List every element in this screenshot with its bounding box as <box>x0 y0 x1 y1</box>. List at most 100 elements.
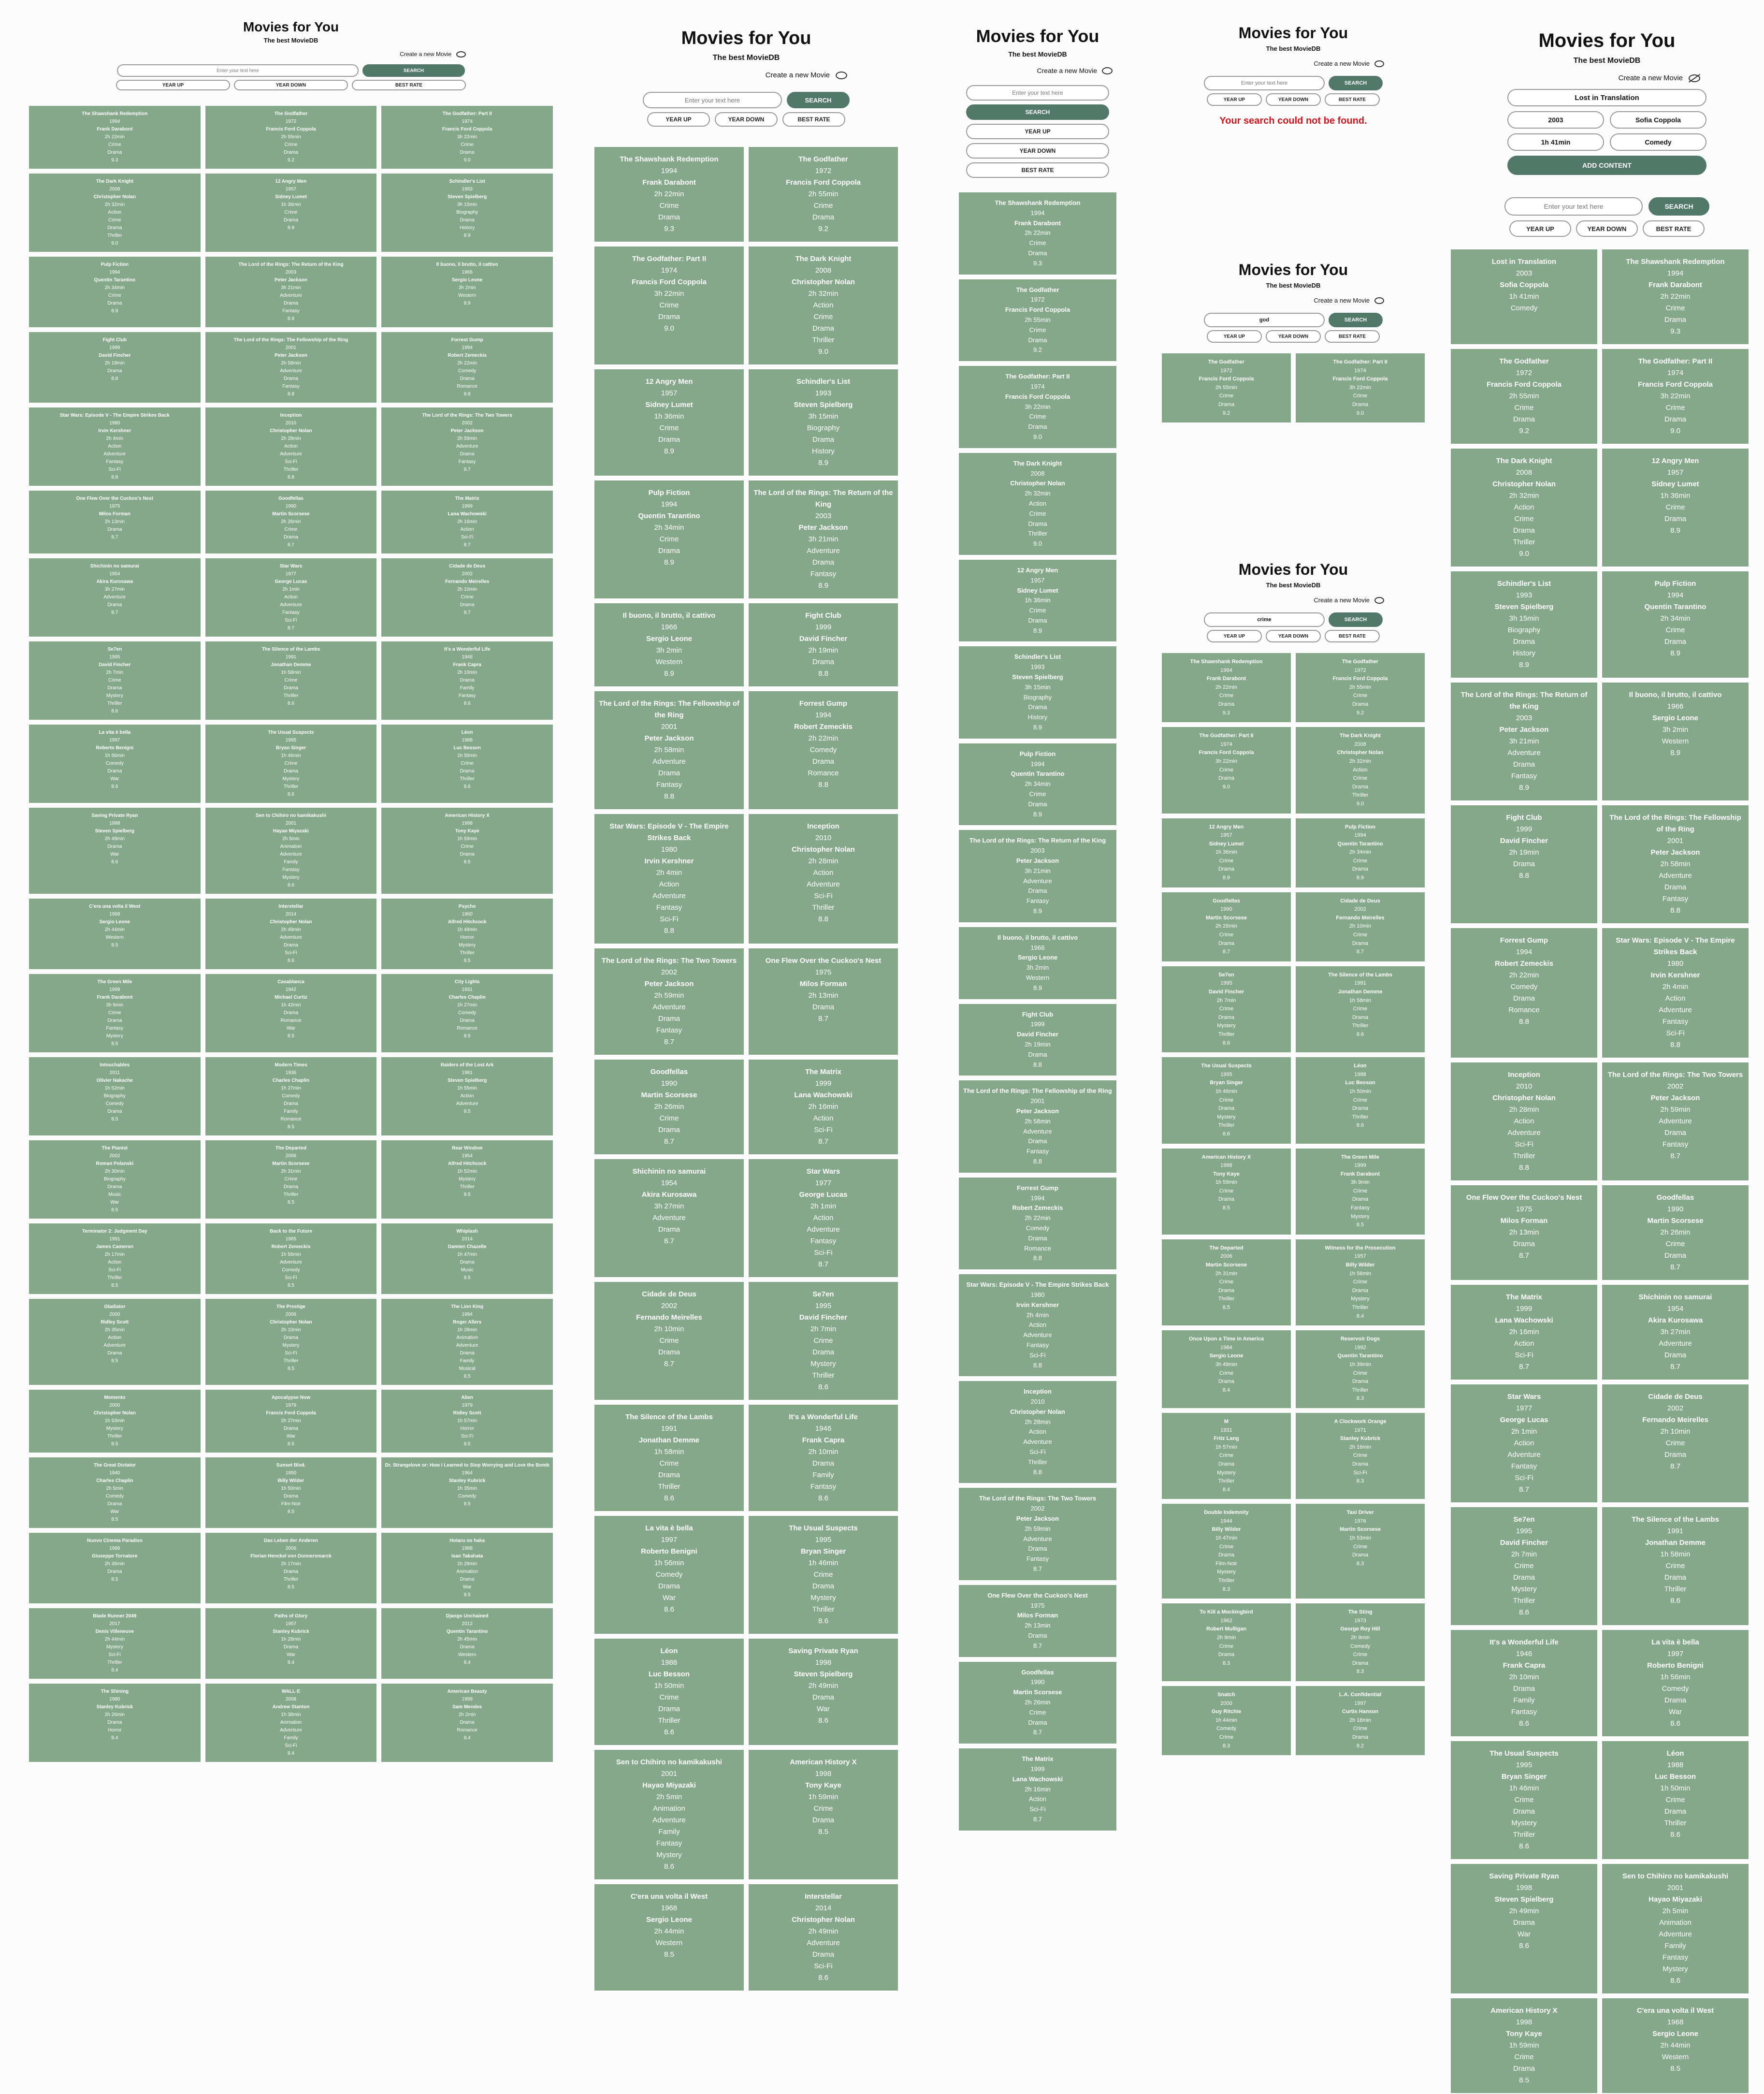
movie-card[interactable]: The Lord of the Rings: The Return of the… <box>958 829 1117 923</box>
movie-card[interactable]: Star Wars 1977 George Lucas 2h 1min Action Ad… <box>1450 1383 1598 1503</box>
movie-card[interactable]: Forrest Gump 1994 Robert Zemeckis 2h 22min C… <box>748 690 899 810</box>
best-rate-button[interactable]: BEST RATE <box>1325 330 1380 343</box>
movie-card[interactable]: The Shawshank Redemption 1994 Frank Darabo… <box>958 191 1117 276</box>
movie-card[interactable]: Fight Club 1999 David Fincher 2h 19min Drama… <box>958 1003 1117 1077</box>
movie-card[interactable]: Saving Private Ryan 1998 Steven Spielberg 2… <box>748 1638 899 1746</box>
movie-card[interactable]: The Shawshank Redemption 1994 Frank Darabo… <box>1161 652 1292 724</box>
movie-card[interactable]: La vita è bella 1997 Roberto Benigni 1h 56m… <box>593 1515 745 1635</box>
movie-card[interactable]: Paths of Glory 1957 Stanley Kubrick 1h 28mi… <box>204 1607 378 1680</box>
movie-card[interactable]: Se7en 1995 David Fincher 2h 7min Crime Drama M… <box>28 640 202 721</box>
movie-card[interactable]: The Lion King 1994 Roger Allers 1h 28min Ani… <box>380 1298 554 1386</box>
movie-card[interactable]: The Godfather: Part II 1974 Francis Ford C… <box>380 105 554 170</box>
movie-card[interactable]: Gladiator 2000 Ridley Scott 2h 35min Action A… <box>28 1298 202 1386</box>
movie-card[interactable]: Shichinin no samurai 1954 Akira Kurosawa 3h… <box>28 557 202 638</box>
movie-card[interactable]: The Matrix 1999 Lana Wachowski 2h 16min Acti… <box>958 1747 1117 1832</box>
movie-card[interactable]: Intouchables 2011 Olivier Nakache 1h 52min B… <box>28 1056 202 1136</box>
movie-card[interactable]: 12 Angry Men 1957 Sidney Lumet 1h 36min Crim… <box>1601 448 1750 567</box>
movie-card[interactable]: American History X 1998 Tony Kaye 1h 59min C… <box>1161 1147 1292 1236</box>
movie-card[interactable]: Goodfellas 1990 Martin Scorsese 2h 26min Cri… <box>1161 891 1292 962</box>
movie-card[interactable]: Fight Club 1999 David Fincher 2h 19min Drama… <box>28 331 202 404</box>
movie-card[interactable]: Il buono, il brutto, il cattivo 1966 Sergi… <box>1601 682 1750 801</box>
search-button[interactable]: SEARCH <box>966 104 1109 120</box>
eye-off-icon[interactable] <box>1689 74 1700 82</box>
movie-card[interactable]: Cidade de Deus 2002 Fernando Meirelles 2h 1… <box>380 557 554 638</box>
movie-card[interactable]: Nuovo Cinema Paradiso 1988 Giuseppe Tornat… <box>28 1532 202 1604</box>
year-up-button[interactable]: YEAR UP <box>1207 630 1262 642</box>
movie-card[interactable]: Shichinin no samurai 1954 Akira Kurosawa 3h… <box>593 1158 745 1278</box>
movie-card[interactable]: The Lord of the Rings: The Return of the… <box>204 256 378 328</box>
movie-card[interactable]: Reservoir Dogs 1992 Quentin Tarantino 1h 39… <box>1295 1329 1426 1409</box>
movie-card[interactable]: The Silence of the Lambs 1991 Jonathan Dem… <box>204 640 378 721</box>
movie-card[interactable]: Inception 2010 Christopher Nolan 2h 28min Ac… <box>748 813 899 945</box>
director-field[interactable]: Sofia Coppola <box>1610 111 1706 129</box>
best-rate-button[interactable]: BEST RATE <box>782 112 845 127</box>
movie-card[interactable]: L.A. Confidential 1997 Curtis Hanson 2h 18m… <box>1295 1685 1426 1757</box>
movie-card[interactable]: Léon 1988 Luc Besson 1h 50min Crime Drama Thri… <box>1601 1740 1750 1860</box>
search-button[interactable]: SEARCH <box>1648 197 1709 216</box>
duration-field[interactable]: 1h 41min <box>1507 133 1604 151</box>
movie-card[interactable]: Memento 2000 Christopher Nolan 1h 53min Myst… <box>28 1389 202 1454</box>
search-button[interactable]: SEARCH <box>1329 612 1383 627</box>
movie-card[interactable]: Léon 1988 Luc Besson 1h 50min Crime Drama Thri… <box>593 1638 745 1746</box>
movie-card[interactable]: Se7en 1995 David Fincher 2h 7min Crime Drama M… <box>1161 965 1292 1054</box>
movie-card[interactable]: Fight Club 1999 David Fincher 2h 19min Drama… <box>1450 804 1598 924</box>
movie-card[interactable]: Cidade de Deus 2002 Fernando Meirelles 2h 1… <box>1601 1383 1750 1503</box>
movie-card[interactable]: American History X 1998 Tony Kaye 1h 59min C… <box>1450 1997 1598 2094</box>
movie-card[interactable]: WALL·E 2008 Andrew Stanton 1h 38min Animatio… <box>204 1683 378 1763</box>
movie-card[interactable]: The Godfather: Part II 1974 Francis Ford C… <box>1295 352 1426 424</box>
movie-card[interactable]: Taxi Driver 1976 Martin Scorsese 1h 53min Cr… <box>1295 1503 1426 1600</box>
movie-card[interactable]: Star Wars 1977 George Lucas 2h 1min Action Ad… <box>748 1158 899 1278</box>
movie-card[interactable]: The Silence of the Lambs 1991 Jonathan Dem… <box>1295 965 1426 1054</box>
movie-card[interactable]: Saving Private Ryan 1998 Steven Spielberg 2… <box>1450 1863 1598 1994</box>
movie-card[interactable]: Witness for the Prosecution 1957 Billy Wil… <box>1295 1238 1426 1327</box>
movie-card[interactable]: The Dark Knight 2008 Christopher Nolan 2h 3… <box>28 173 202 253</box>
movie-card[interactable]: Il buono, il brutto, il cattivo 1966 Sergi… <box>593 602 745 687</box>
movie-card[interactable]: A Clockwork Orange 1971 Stanley Kubrick 2h … <box>1295 1411 1426 1500</box>
movie-card[interactable]: Sunset Blvd. 1950 Billy Wilder 1h 50min Dram… <box>204 1456 378 1529</box>
movie-card[interactable]: Sen to Chihiro no kamikakushi 2001 Hayao M… <box>1601 1863 1750 1994</box>
eye-icon[interactable] <box>836 71 847 79</box>
movie-card[interactable]: The Shining 1980 Stanley Kubrick 2h 26min Dr… <box>28 1683 202 1763</box>
movie-card[interactable]: One Flew Over the Cuckoo's Nest 1975 Milos… <box>1450 1184 1598 1281</box>
movie-card[interactable]: The Lord of the Rings: The Two Towers 200… <box>380 407 554 487</box>
search-input[interactable]: Enter your text here <box>117 64 359 77</box>
movie-card[interactable]: The Lord of the Rings: The Two Towers 200… <box>593 947 745 1056</box>
movie-card[interactable]: The Godfather 1972 Francis Ford Coppola 2h … <box>958 278 1117 363</box>
year-down-button[interactable]: YEAR DOWN <box>715 112 778 127</box>
movie-card[interactable]: Cidade de Deus 2002 Fernando Meirelles 2h 1… <box>1295 891 1426 962</box>
movie-card[interactable]: Saving Private Ryan 1998 Steven Spielberg 2… <box>28 807 202 895</box>
movie-card[interactable]: Goodfellas 1990 Martin Scorsese 2h 26min Cri… <box>1601 1184 1750 1281</box>
movie-card[interactable]: The Lord of the Rings: The Return of the… <box>748 480 899 599</box>
movie-card[interactable]: Pulp Fiction 1994 Quentin Tarantino 2h 34mi… <box>1295 817 1426 888</box>
movie-card[interactable]: Inception 2010 Christopher Nolan 2h 28min Ac… <box>204 407 378 487</box>
movie-card[interactable]: Pulp Fiction 1994 Quentin Tarantino 2h 34mi… <box>1601 570 1750 679</box>
search-button[interactable]: SEARCH <box>787 92 850 108</box>
title-field[interactable]: Lost in Translation <box>1507 89 1706 106</box>
movie-card[interactable]: City Lights 1931 Charles Chaplin 1h 27min Co… <box>380 973 554 1053</box>
movie-card[interactable]: It's a Wonderful Life 1946 Frank Capra 2h 1… <box>380 640 554 721</box>
genre-field[interactable]: Comedy <box>1610 133 1706 151</box>
movie-card[interactable]: Alien 1979 Ridley Scott 1h 57min Horror Sci-F… <box>380 1389 554 1454</box>
movie-card[interactable]: It's a Wonderful Life 1946 Frank Capra 2h 1… <box>1450 1629 1598 1737</box>
year-down-button[interactable]: YEAR DOWN <box>966 143 1109 159</box>
movie-card[interactable]: Pulp Fiction 1994 Quentin Tarantino 2h 34mi… <box>958 742 1117 827</box>
search-input[interactable]: Enter your text here <box>643 92 782 108</box>
best-rate-button[interactable]: BEST RATE <box>1643 220 1705 237</box>
movie-card[interactable]: The Shawshank Redemption 1994 Frank Darabo… <box>593 146 745 243</box>
movie-card[interactable]: Lost in Translation 2003 Sofia Coppola 1h 4… <box>1450 248 1598 345</box>
movie-card[interactable]: Casablanca 1942 Michael Curtiz 1h 42min Dram… <box>204 973 378 1053</box>
movie-card[interactable]: Star Wars: Episode V - The Empire Strike… <box>28 407 202 487</box>
movie-card[interactable]: The Dark Knight 2008 Christopher Nolan 2h 3… <box>748 246 899 365</box>
movie-card[interactable]: The Usual Suspects 1995 Bryan Singer 1h 46m… <box>748 1515 899 1635</box>
movie-card[interactable]: Cidade de Deus 2002 Fernando Meirelles 2h 1… <box>593 1281 745 1401</box>
movie-card[interactable]: One Flew Over the Cuckoo's Nest 1975 Milos… <box>28 490 202 554</box>
movie-card[interactable]: Schindler's List 1993 Steven Spielberg 3h 1… <box>958 645 1117 740</box>
movie-card[interactable]: The Godfather: Part II 1974 Francis Ford C… <box>958 365 1117 449</box>
year-field[interactable]: 2003 <box>1507 111 1604 129</box>
movie-card[interactable]: Star Wars: Episode V - The Empire Strike… <box>958 1273 1117 1378</box>
movie-card[interactable]: Django Unchained 2012 Quentin Tarantino 2h … <box>380 1607 554 1680</box>
movie-card[interactable]: Terminator 2: Judgment Day 1991 James Came… <box>28 1222 202 1295</box>
movie-card[interactable]: The Departed 2006 Martin Scorsese 2h 31min C… <box>1161 1238 1292 1327</box>
movie-card[interactable]: Se7en 1995 David Fincher 2h 7min Crime Drama M… <box>748 1281 899 1401</box>
movie-card[interactable]: Fight Club 1999 David Fincher 2h 19min Drama… <box>748 602 899 687</box>
